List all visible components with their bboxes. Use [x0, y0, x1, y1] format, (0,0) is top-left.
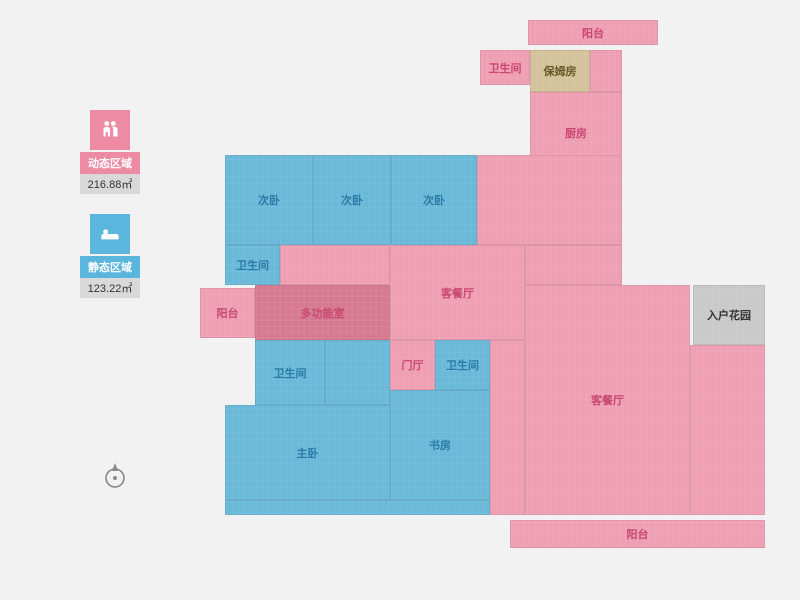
room-次卧-6: 次卧 [313, 155, 391, 245]
room-阳台-10: 阳台 [200, 288, 255, 338]
room-门厅-19: 门厅 [390, 340, 435, 390]
room-阳台-0: 阳台 [528, 20, 658, 45]
room-卫生间-20: 卫生间 [435, 340, 490, 390]
room-卫生间-9: 卫生间 [225, 245, 280, 285]
room-area-25 [225, 500, 490, 515]
room-area-22 [490, 340, 525, 515]
room-area-13 [280, 245, 390, 285]
legend-static-title: 静态区域 [80, 256, 140, 278]
room-入户花园-16: 入户花园 [693, 285, 765, 345]
legend-dynamic-value: 216.88㎡ [80, 174, 140, 194]
people-icon [90, 110, 130, 150]
room-客餐厅-21: 客餐厅 [525, 285, 690, 515]
room-area-4 [590, 50, 622, 92]
legend-panel: 动态区域 216.88㎡ 静态区域 123.22㎡ [80, 110, 140, 318]
room-area-14 [525, 245, 622, 285]
floor-plan: 阳台卫生间保姆房厨房次卧次卧次卧卫生间阳台多功能室客餐厅卫生间入户花园卫生间门厅… [200, 20, 780, 580]
room-area-18 [325, 340, 390, 405]
legend-dynamic-title: 动态区域 [80, 152, 140, 174]
room-多功能室-11: 多功能室 [255, 285, 390, 340]
sleep-icon [90, 214, 130, 254]
legend-static: 静态区域 123.22㎡ [80, 214, 140, 298]
room-area-8 [477, 155, 622, 245]
legend-dynamic: 动态区域 216.88㎡ [80, 110, 140, 194]
room-客餐厅-12: 客餐厅 [390, 245, 525, 340]
room-卫生间-1: 卫生间 [480, 50, 530, 85]
room-次卧-5: 次卧 [225, 155, 313, 245]
room-次卧-7: 次卧 [391, 155, 477, 245]
room-阳台-26: 阳台 [510, 520, 765, 548]
room-书房-24: 书房 [390, 390, 490, 500]
compass-icon [100, 460, 130, 490]
room-卫生间-17: 卫生间 [255, 340, 325, 405]
room-主卧-23: 主卧 [225, 405, 390, 500]
room-area-27 [690, 345, 765, 515]
legend-static-value: 123.22㎡ [80, 278, 140, 298]
room-保姆房-2: 保姆房 [530, 50, 590, 92]
